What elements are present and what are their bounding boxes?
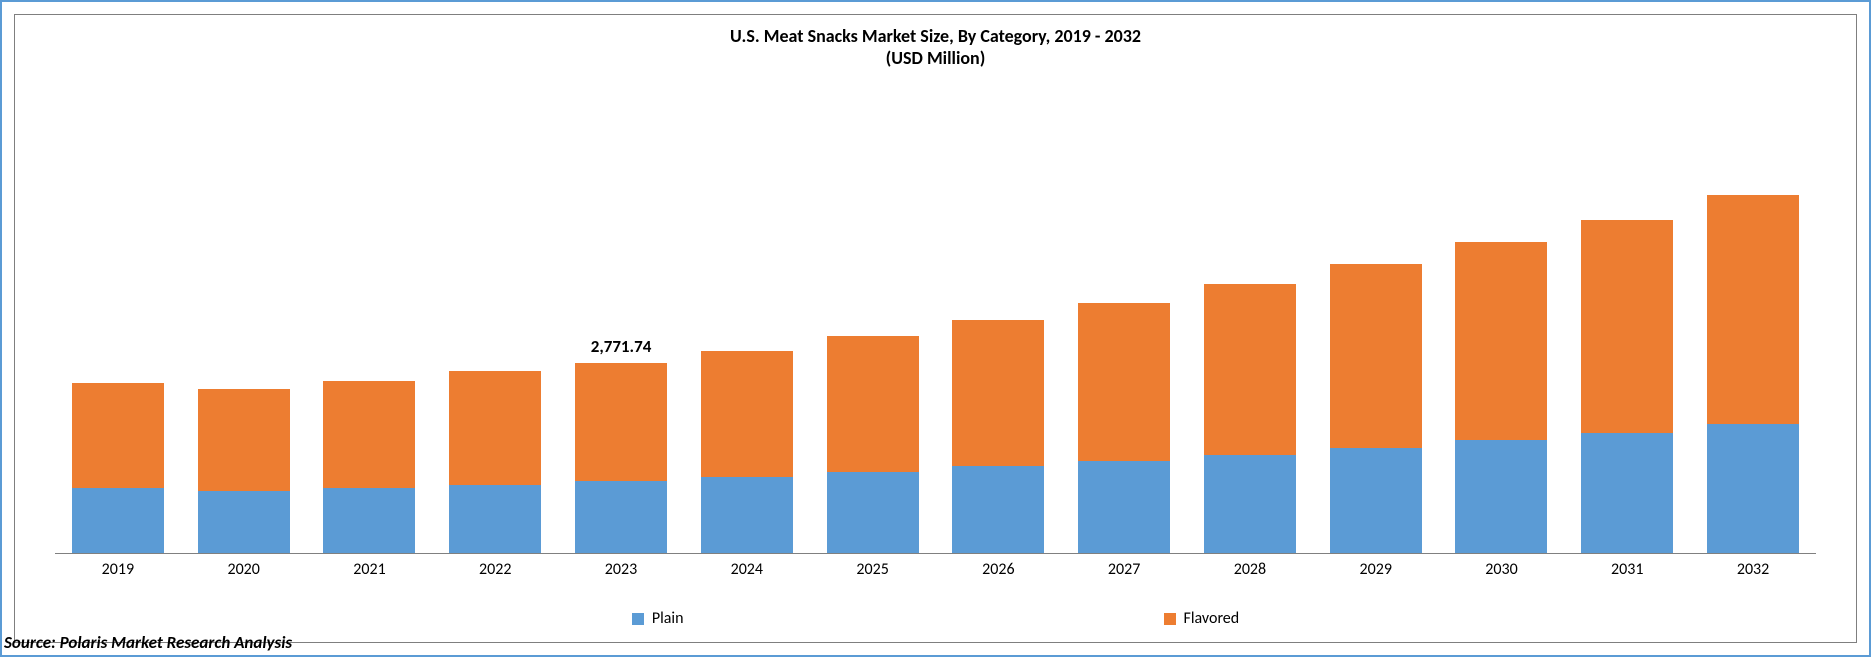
bar-stack (1707, 195, 1799, 554)
bar-segment-plain (827, 472, 919, 554)
legend-swatch-icon (1164, 613, 1176, 625)
bar-segment-flavored (575, 363, 667, 481)
bar-stack (449, 371, 541, 554)
bar-segment-plain (1078, 461, 1170, 554)
bar-stack (323, 381, 415, 554)
bar-2022 (449, 371, 541, 554)
x-axis-label: 2019 (72, 560, 164, 579)
bar-segment-flavored (1204, 284, 1296, 454)
bar-stack (701, 351, 793, 554)
bar-segment-flavored (1455, 242, 1547, 440)
bar-2030 (1455, 242, 1547, 554)
bar-stack (1455, 242, 1547, 554)
x-axis-label: 2031 (1581, 560, 1673, 579)
bar-segment-flavored (1330, 264, 1422, 447)
bar-segment-plain (952, 466, 1044, 554)
bar-stack (1078, 303, 1170, 554)
bar-segment-plain (198, 491, 290, 554)
x-axis-label: 2032 (1707, 560, 1799, 579)
bar-segment-plain (575, 481, 667, 554)
bar-2032 (1707, 195, 1799, 554)
x-axis-label: 2024 (701, 560, 793, 579)
bar-stack (1330, 264, 1422, 554)
bar-stack (575, 363, 667, 554)
legend-label: Flavored (1184, 609, 1240, 628)
chart-title-line1: U.S. Meat Snacks Market Size, By Categor… (15, 25, 1856, 47)
chart-frame: U.S. Meat Snacks Market Size, By Categor… (0, 0, 1871, 657)
bar-segment-plain (1455, 440, 1547, 554)
bar-stack (1204, 284, 1296, 554)
x-axis-label: 2025 (827, 560, 919, 579)
bar-segment-plain (1330, 448, 1422, 554)
bar-2020 (198, 389, 290, 555)
legend: Plain Flavored (15, 609, 1856, 628)
x-axis-baseline (55, 553, 1816, 554)
bar-2023: 2,771.74 (575, 363, 667, 554)
legend-label: Plain (652, 609, 684, 628)
bar-2026 (952, 320, 1044, 554)
bar-2025 (827, 336, 919, 554)
source-attribution: Source: Polaris Market Research Analysis (4, 632, 292, 653)
bar-stack (827, 336, 919, 554)
bar-segment-plain (1707, 424, 1799, 554)
bar-2028 (1204, 284, 1296, 554)
x-axis-label: 2022 (449, 560, 541, 579)
bar-2027 (1078, 303, 1170, 554)
x-axis-label: 2029 (1330, 560, 1422, 579)
bar-segment-flavored (449, 371, 541, 485)
bar-2029 (1330, 264, 1422, 554)
bar-segment-flavored (1078, 303, 1170, 461)
bar-segment-flavored (701, 351, 793, 477)
bar-segment-plain (1204, 455, 1296, 554)
bar-segment-plain (701, 477, 793, 554)
chart-title-line2: (USD Million) (15, 47, 1856, 69)
bar-segment-plain (449, 485, 541, 554)
bar-segment-flavored (1707, 195, 1799, 424)
bar-segment-plain (323, 488, 415, 554)
bar-stack (72, 383, 164, 554)
legend-item-flavored: Flavored (1164, 609, 1240, 628)
bar-segment-flavored (198, 389, 290, 491)
bar-segment-plain (72, 488, 164, 554)
chart-title-block: U.S. Meat Snacks Market Size, By Categor… (15, 15, 1856, 69)
x-axis-labels: 2019 2020 2021 2022 2023 2024 2025 2026 2027 2028… (55, 560, 1816, 579)
x-axis-label: 2026 (952, 560, 1044, 579)
bar-segment-flavored (1581, 220, 1673, 433)
x-axis-label: 2020 (198, 560, 290, 579)
plot-area: 2,771.74 (55, 87, 1816, 554)
x-axis-label: 2028 (1204, 560, 1296, 579)
bar-segment-flavored (72, 383, 164, 489)
bar-segment-flavored (827, 336, 919, 472)
bar-segment-flavored (323, 381, 415, 489)
bar-segment-flavored (952, 320, 1044, 466)
data-label: 2,771.74 (591, 336, 652, 357)
x-axis-label: 2027 (1078, 560, 1170, 579)
x-axis-label: 2023 (575, 560, 667, 579)
bar-2031 (1581, 220, 1673, 554)
bar-segment-plain (1581, 433, 1673, 554)
bar-stack (1581, 220, 1673, 554)
legend-swatch-icon (632, 613, 644, 625)
bar-stack (198, 389, 290, 555)
bars-container: 2,771.74 (55, 87, 1816, 554)
legend-item-plain: Plain (632, 609, 684, 628)
x-axis-label: 2030 (1455, 560, 1547, 579)
x-axis-label: 2021 (323, 560, 415, 579)
bar-stack (952, 320, 1044, 554)
bar-2021 (323, 381, 415, 554)
bar-2024 (701, 351, 793, 554)
bar-2019 (72, 383, 164, 554)
chart-inner: U.S. Meat Snacks Market Size, By Categor… (14, 14, 1857, 643)
